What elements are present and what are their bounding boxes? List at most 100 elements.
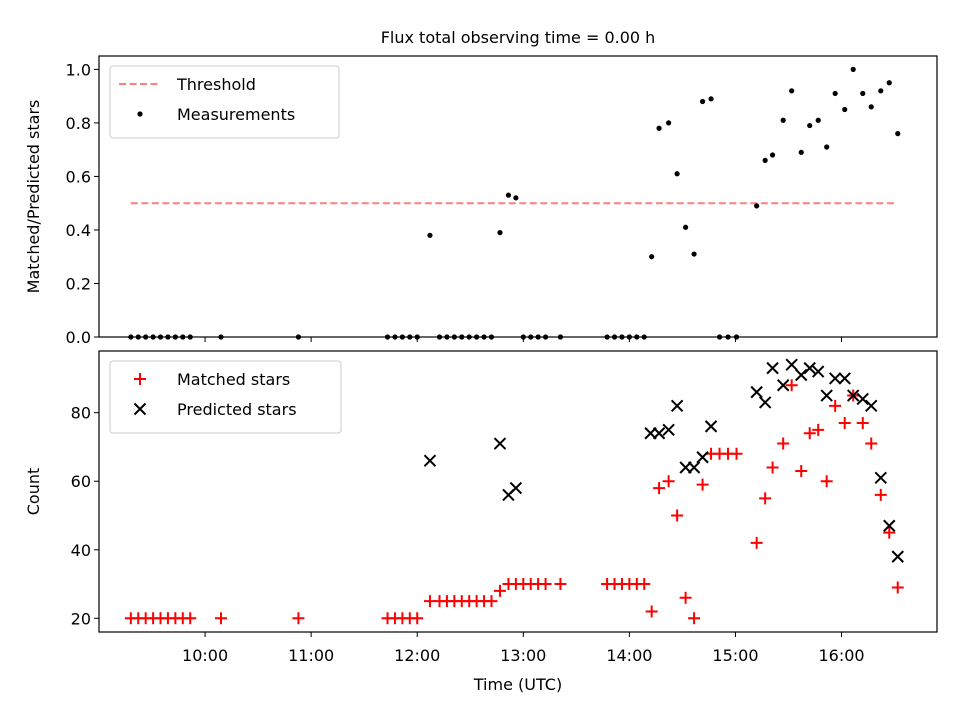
matched-point [730, 447, 743, 460]
matched-point [891, 581, 904, 594]
predicted-point [509, 481, 523, 495]
matched-point [184, 612, 197, 625]
y-tick-label: 40 [71, 541, 91, 560]
matched-point [662, 475, 675, 488]
x-tick-label: 16:00 [818, 646, 864, 665]
measurement-point [886, 80, 892, 86]
measurement-point [649, 254, 655, 260]
measurement-point [674, 171, 680, 177]
predicted-point [811, 365, 825, 378]
predicted-point [662, 423, 675, 437]
matched-point [766, 461, 779, 474]
matched-point [653, 482, 666, 495]
matched-point [696, 478, 709, 491]
measurement-point [807, 122, 813, 129]
predicted-point [838, 372, 851, 385]
predicted-point [874, 471, 887, 485]
measurement-point [780, 117, 786, 123]
legend-label: Predicted stars [177, 400, 297, 419]
matched-point [750, 536, 763, 549]
measurement-point [513, 195, 519, 201]
predicted-point [795, 368, 808, 382]
measurement-point [505, 192, 512, 198]
x-tick-label: 13:00 [500, 646, 546, 665]
x-tick-label: 12:00 [394, 646, 440, 665]
matched-point [554, 578, 567, 591]
matched-point [803, 427, 816, 440]
matched-point [485, 595, 498, 608]
predicted-point [493, 437, 507, 450]
matched-point [493, 584, 506, 597]
y-tick-label: 60 [71, 472, 91, 491]
legend-box [109, 360, 342, 434]
measurement-point [798, 149, 804, 155]
x-tick-label: 15:00 [712, 646, 758, 665]
predicted-point [652, 427, 666, 440]
measurement-point [842, 106, 848, 113]
predicted-point [828, 372, 842, 385]
legend-label: Threshold [176, 75, 256, 94]
matched-point [214, 612, 227, 625]
matched-point [785, 379, 798, 392]
measurement-point [691, 251, 697, 257]
measurement-point [497, 230, 503, 236]
axes-frame [98, 55, 938, 338]
legend-plus-marker [134, 373, 146, 385]
y-tick-label: 0.8 [66, 114, 91, 133]
matched-point [671, 509, 684, 522]
measurement-point [683, 224, 689, 230]
predicted-point [766, 361, 779, 375]
matched-point [820, 475, 833, 488]
y-axis-label: Matched/Predicted stars [24, 100, 43, 294]
measurement-point [895, 131, 901, 137]
predicted-point [423, 454, 437, 467]
predicted-point [776, 379, 790, 392]
measurement-point [850, 66, 856, 72]
matched-point [856, 416, 869, 429]
legend-box [109, 65, 340, 139]
measurement-point [666, 120, 672, 126]
matched-point [638, 578, 651, 591]
x-tick-label: 10:00 [182, 646, 228, 665]
y-tick-label: 20 [71, 609, 91, 628]
predicted-point [820, 389, 833, 402]
measurement-point [754, 203, 760, 209]
measurement-point [878, 88, 884, 94]
measurement-point [789, 88, 795, 94]
legend-dot-marker [137, 111, 143, 117]
legend-label: Matched stars [177, 370, 290, 389]
measurement-point [699, 98, 706, 105]
matched-point [539, 578, 552, 591]
predicted-point [758, 396, 772, 409]
predicted-point [704, 420, 718, 433]
predicted-point [865, 399, 878, 413]
y-tick-label: 0.0 [66, 328, 91, 347]
x-tick-label: 11:00 [288, 646, 334, 665]
measurement-point [860, 90, 866, 97]
legend-label: Measurements [177, 105, 295, 124]
predicted-point [750, 385, 763, 399]
y-axis-label: Count [24, 468, 43, 516]
matched-point [812, 423, 825, 436]
measurement-point [868, 104, 874, 110]
x-axis-label: Time (UTC) [473, 675, 562, 694]
matched-point [795, 464, 808, 477]
matched-point [679, 591, 692, 604]
measurement-point [762, 157, 768, 163]
ratio-panel: 0.0 0.2 0.4 0.6 0.8 1.0 Matched/Predicted star… [24, 55, 938, 347]
measurement-point [832, 90, 838, 97]
measurement-point [815, 117, 821, 123]
chart-title: Flux total observing time = 0.00 h [381, 28, 656, 47]
measurement-point [708, 96, 714, 102]
x-tick-label: 14:00 [606, 646, 652, 665]
matched-point [645, 605, 658, 618]
predicted-point [803, 361, 816, 375]
predicted-point [856, 392, 869, 406]
predicted-point [670, 399, 684, 413]
matched-point [874, 488, 887, 501]
predicted-point [687, 461, 701, 474]
y-tick-label: 80 [71, 404, 91, 423]
y-tick-label: 1.0 [66, 60, 91, 79]
predicted-point [883, 519, 896, 532]
legend-x-marker [133, 402, 147, 416]
